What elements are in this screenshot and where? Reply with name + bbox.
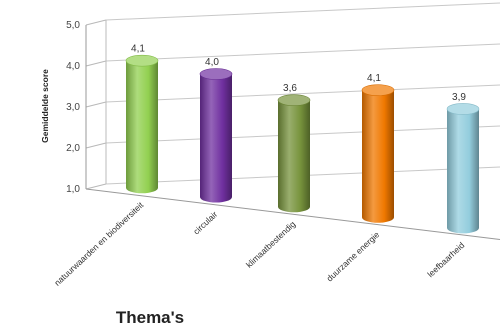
category-label: natuurwaarden en biodiversiteit [52, 199, 146, 287]
category-label: leefbaarheid [425, 240, 466, 279]
bar [125, 54, 159, 194]
y-tick-label: 5,0 [66, 20, 80, 31]
data-labels: 4,1 4,0 3,6 4,1 3,9 [131, 44, 466, 103]
category-label: circulair [191, 209, 219, 236]
data-label: 4,0 [205, 57, 219, 68]
bar-top [361, 84, 395, 96]
data-label: 3,6 [283, 83, 297, 94]
bar-body [126, 60, 158, 194]
bars [125, 54, 480, 234]
bar-body [278, 100, 310, 213]
y-tick-label: 4,0 [66, 61, 80, 72]
grid-line [105, 2, 501, 21]
data-label: 3,9 [452, 92, 466, 103]
grid-lines [85, 2, 501, 190]
grid-line-depth [85, 60, 107, 67]
bar-top [125, 54, 159, 67]
y-tick-labels: 1,0 2,0 3,0 4,0 5,0 [66, 20, 80, 195]
bar [277, 94, 311, 213]
data-label: 4,1 [367, 73, 381, 84]
y-tick-label: 3,0 [66, 102, 80, 113]
bar [199, 68, 233, 203]
data-label: 4,1 [131, 44, 145, 55]
bar-body [362, 90, 394, 223]
category-label: duurzame energie [324, 229, 381, 283]
grid-line [105, 43, 501, 62]
grid-line [105, 84, 501, 103]
bar [446, 103, 480, 234]
grid-line-depth [85, 183, 107, 190]
bar [361, 84, 395, 223]
bar-body [447, 108, 479, 234]
bar-top [446, 103, 480, 115]
x-axis-line [85, 188, 501, 240]
bar-body [200, 74, 232, 203]
y-tick-label: 2,0 [66, 143, 80, 154]
bar-top [277, 94, 311, 106]
category-label: klimaatbestendig [244, 219, 298, 270]
y-axis-label: Gemiddelde score [40, 69, 50, 143]
axes [85, 20, 501, 240]
grid-line-depth [85, 101, 107, 108]
x-axis-label: Thema's [116, 308, 184, 326]
y-tick-label: 1,0 [66, 184, 80, 195]
bar-top [199, 68, 233, 80]
category-labels: natuurwaarden en biodiversiteit circulair… [52, 199, 466, 287]
grid-line-depth [85, 19, 107, 26]
grid-line-depth [85, 142, 107, 149]
